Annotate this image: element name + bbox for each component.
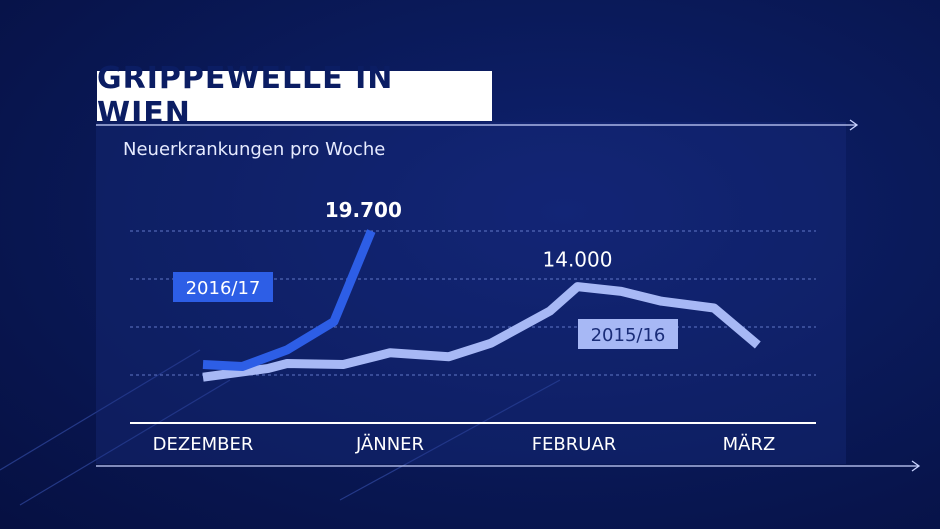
x-tick-labels: DEZEMBER JÄNNER FEBRUAR MÄRZ	[153, 434, 776, 455]
peak-label-2016-17: 19.700	[325, 198, 402, 222]
bottom-arrow-head	[911, 460, 921, 472]
chart-subtitle: Neuerkrankungen pro Woche	[123, 139, 386, 160]
peak-label-2015-16: 14.000	[543, 248, 613, 272]
series-tag-bg-2015-16	[578, 319, 678, 349]
x-tick-1: JÄNNER	[355, 434, 424, 455]
labels-group: 19.700 14.000 2016/17 2015/16	[173, 198, 678, 349]
x-tick-0: DEZEMBER	[153, 434, 254, 455]
x-tick-3: MÄRZ	[723, 434, 776, 455]
x-tick-2: FEBRUAR	[532, 434, 617, 455]
series-tag-2016-17: 2016/17	[186, 278, 261, 299]
series-group	[202, 229, 761, 382]
series-tag-bg-2016-17	[173, 272, 273, 302]
top-arrow-head	[849, 119, 859, 131]
series-line-2016-17	[202, 229, 376, 371]
axis-arrows	[96, 119, 921, 472]
series-line-2015-16	[202, 282, 761, 382]
series-tag-2015-16: 2015/16	[591, 325, 666, 346]
